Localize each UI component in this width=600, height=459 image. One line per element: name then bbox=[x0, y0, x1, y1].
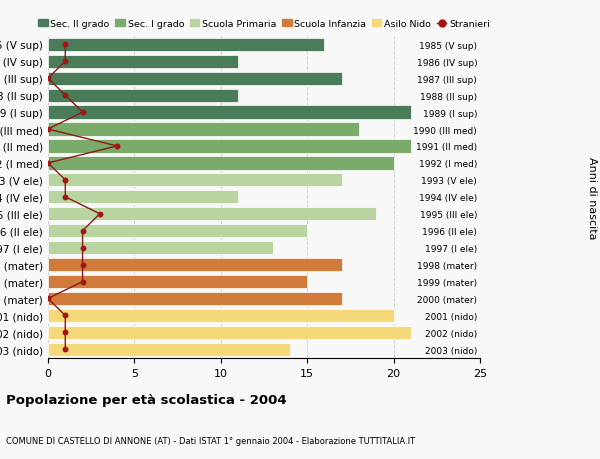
Text: COMUNE DI CASTELLO DI ANNONE (AT) - Dati ISTAT 1° gennaio 2004 - Elaborazione TU: COMUNE DI CASTELLO DI ANNONE (AT) - Dati… bbox=[6, 436, 415, 445]
Point bbox=[112, 143, 122, 150]
Bar bbox=[48, 123, 359, 136]
Bar bbox=[48, 258, 342, 272]
Point bbox=[78, 278, 88, 285]
Bar bbox=[48, 73, 342, 85]
Legend: Sec. II grado, Sec. I grado, Scuola Primaria, Scuola Infanzia, Asilo Nido, Stran: Sec. II grado, Sec. I grado, Scuola Prim… bbox=[38, 20, 490, 29]
Bar bbox=[48, 39, 325, 52]
Bar bbox=[48, 191, 238, 204]
Bar bbox=[48, 56, 238, 69]
Text: Popolazione per età scolastica - 2004: Popolazione per età scolastica - 2004 bbox=[6, 393, 287, 406]
Point bbox=[61, 58, 70, 66]
Point bbox=[61, 177, 70, 184]
Point bbox=[78, 228, 88, 235]
Point bbox=[78, 245, 88, 252]
Bar bbox=[48, 241, 272, 255]
Bar bbox=[48, 275, 307, 289]
Point bbox=[43, 160, 53, 167]
Bar bbox=[48, 343, 290, 356]
Bar bbox=[48, 106, 411, 119]
Point bbox=[61, 346, 70, 353]
Text: Anni di nascita: Anni di nascita bbox=[587, 156, 597, 239]
Bar bbox=[48, 292, 342, 305]
Point bbox=[43, 295, 53, 302]
Point bbox=[95, 211, 104, 218]
Bar bbox=[48, 157, 394, 170]
Point bbox=[78, 261, 88, 269]
Bar bbox=[48, 140, 411, 153]
Bar bbox=[48, 309, 394, 322]
Point bbox=[61, 92, 70, 100]
Point bbox=[61, 312, 70, 319]
Bar bbox=[48, 90, 238, 102]
Bar bbox=[48, 326, 411, 339]
Point bbox=[61, 41, 70, 49]
Bar bbox=[48, 174, 342, 187]
Point bbox=[43, 75, 53, 83]
Point bbox=[61, 194, 70, 201]
Bar bbox=[48, 224, 307, 238]
Bar bbox=[48, 207, 376, 221]
Point bbox=[78, 109, 88, 117]
Point bbox=[61, 329, 70, 336]
Point bbox=[43, 126, 53, 134]
